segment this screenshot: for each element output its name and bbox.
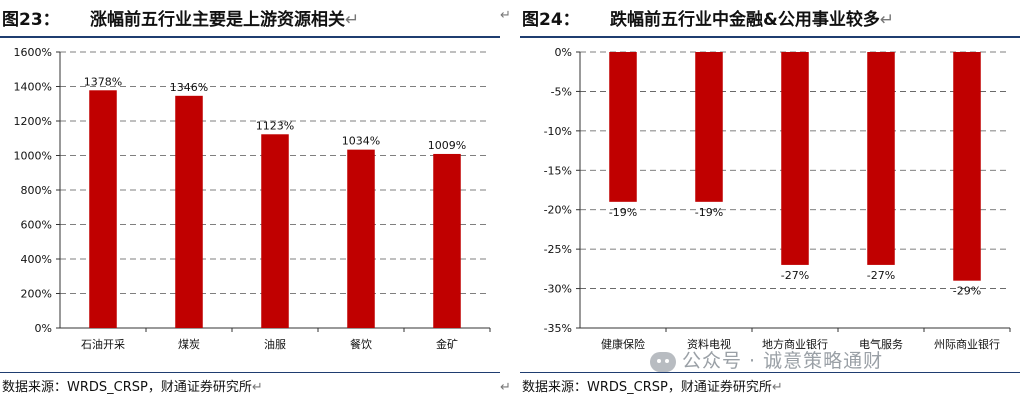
left-figure-title: 涨幅前五行业主要是上游资源相关	[90, 10, 345, 30]
right-value-label: -27%	[867, 269, 895, 282]
left-category-label: 煤炭	[178, 338, 200, 351]
right-category-label: 资料电视	[687, 337, 731, 351]
right-bar	[781, 52, 809, 265]
wechat-icon	[650, 351, 676, 372]
left-category-label: 石油开采	[81, 337, 125, 351]
center-return-mark-top: ↵	[500, 8, 511, 23]
center-return-mark-bottom: ↵	[500, 380, 511, 395]
right-value-label: -19%	[695, 206, 723, 219]
right-title-return-mark: ↵	[879, 10, 895, 30]
left-y-tick-label: 400%	[21, 253, 52, 266]
right-category-label: 地方商业银行	[762, 337, 828, 351]
right-figure-panel: 图24： 跌幅前五行业中金融&公用事业较多↵ 0% -5% -10% -15% -20% -…	[520, 0, 1020, 405]
right-y-tick-label: -20%	[544, 204, 572, 217]
left-y-tick-label: 1000%	[14, 150, 52, 163]
left-bar	[347, 149, 375, 328]
right-y-tick-label: -10%	[544, 125, 572, 138]
right-bar-chart: 0% -5% -10% -15% -20% -25% -30% -35% -19% 健康保险 -19…	[544, 46, 1011, 351]
left-value-label: 1378%	[84, 75, 122, 88]
right-source-rule	[520, 372, 1020, 373]
right-bar	[695, 52, 723, 202]
left-y-tick-label: 0%	[35, 322, 52, 335]
right-bar	[609, 52, 637, 202]
left-value-label: 1346%	[170, 81, 208, 94]
left-y-tick-label: 1400%	[14, 81, 52, 94]
right-figure-number: 图24：	[522, 10, 580, 30]
right-value-label: -19%	[609, 206, 637, 219]
left-title-return-mark: ↵	[345, 10, 360, 30]
right-source-return-mark: ↵	[771, 380, 783, 395]
left-value-label: 1034%	[342, 135, 380, 148]
left-bar	[261, 134, 289, 328]
left-y-tick-label: 1200%	[14, 115, 52, 128]
left-source-note: 数据来源：WRDS_CRSP，财通证券研究所↵	[2, 378, 263, 398]
right-bar	[953, 52, 981, 281]
left-bar	[433, 153, 461, 328]
right-y-tick-label: -15%	[544, 164, 572, 177]
left-value-label: 1123%	[256, 119, 294, 132]
left-title-rule	[0, 36, 500, 38]
left-bar-chart: 0% 200% 400% 600% 800% 1000% 1200% 1400% 1600% 13…	[14, 46, 491, 351]
left-category-label: 餐饮	[350, 337, 372, 351]
watermark-text: 公众号 · 诚意策略通财	[682, 350, 884, 372]
left-bar	[89, 90, 117, 328]
right-category-label: 州际商业银行	[934, 337, 1000, 351]
right-value-label: -29%	[953, 285, 981, 298]
right-y-tick-label: 0%	[555, 46, 572, 59]
right-y-tick-label: -30%	[544, 283, 572, 296]
right-y-tick-label: -35%	[544, 322, 572, 335]
right-figure-title: 跌幅前五行业中金融&公用事业较多	[610, 10, 880, 30]
left-category-label: 油服	[264, 337, 286, 351]
right-bar	[867, 52, 895, 265]
left-y-tick-label: 800%	[21, 184, 52, 197]
left-y-tick-label: 200%	[21, 288, 52, 301]
left-source-return-mark: ↵	[251, 380, 263, 395]
right-figure-title-row: 图24： 跌幅前五行业中金融&公用事业较多↵	[522, 6, 1018, 34]
right-source-note: 数据来源：WRDS_CRSP，财通证券研究所↵	[522, 378, 783, 398]
left-source-text: 数据来源：WRDS_CRSP，财通证券研究所	[2, 380, 252, 395]
right-category-label: 电气服务	[859, 337, 903, 351]
left-bar	[175, 95, 203, 328]
left-figure-panel: 图23： 涨幅前五行业主要是上游资源相关↵ 0% 200% 400% 600% 800% 1…	[0, 0, 500, 405]
right-y-tick-label: -25%	[544, 243, 572, 256]
left-figure-title-row: 图23： 涨幅前五行业主要是上游资源相关↵	[2, 6, 498, 34]
left-figure-number: 图23：	[2, 10, 60, 30]
right-title-rule	[520, 36, 1020, 38]
left-value-label: 1009%	[428, 139, 466, 152]
right-value-label: -27%	[781, 269, 809, 282]
watermark: 公众号 · 诚意策略通财	[650, 346, 883, 373]
right-category-label: 健康保险	[601, 337, 645, 351]
left-source-rule	[0, 372, 500, 373]
right-source-text: 数据来源：WRDS_CRSP，财通证券研究所	[522, 380, 772, 395]
right-y-tick-label: -5%	[551, 85, 572, 98]
left-category-label: 金矿	[436, 337, 458, 351]
left-y-tick-label: 1600%	[14, 46, 52, 59]
left-y-tick-label: 600%	[21, 219, 52, 232]
